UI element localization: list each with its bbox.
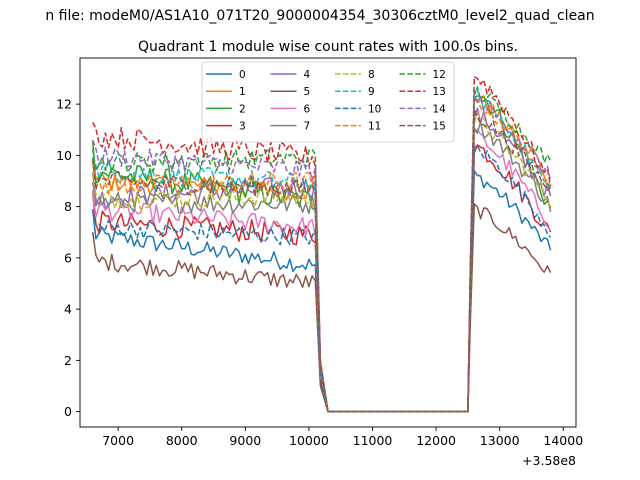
y-tick-label-12: 12 — [56, 97, 72, 112]
legend-label-2: 2 — [239, 103, 246, 115]
legend-box — [201, 61, 455, 143]
legend-label-14: 14 — [433, 103, 447, 115]
legend-label-5: 5 — [304, 86, 311, 98]
x-axis-offset-label: +3.58e8 — [522, 453, 576, 468]
series-line-14 — [91, 92, 552, 413]
chart-suptitle: n file: modeM0/AS1A10_071T20_9000004354_… — [45, 8, 594, 24]
y-tick-label-8: 8 — [64, 199, 72, 214]
series-line-6 — [91, 128, 552, 413]
series-line-0 — [91, 170, 552, 413]
x-tick-label-9000: 9000 — [229, 433, 261, 448]
axes-frame — [79, 57, 577, 428]
legend-label-11: 11 — [368, 121, 381, 133]
x-tick-label-13000: 13000 — [480, 433, 520, 448]
x-tick-label-14000: 14000 — [543, 433, 583, 448]
legend-label-4: 4 — [304, 69, 311, 81]
series-line-8 — [91, 112, 552, 413]
legend-label-12: 12 — [433, 69, 446, 81]
chart-title: Quadrant 1 module wise count rates with … — [138, 39, 518, 55]
x-tick-label-12000: 12000 — [416, 433, 456, 448]
y-tick-label-10: 10 — [56, 148, 72, 163]
series-line-13 — [92, 75, 552, 413]
legend-label-9: 9 — [368, 86, 375, 98]
series-line-4 — [91, 107, 552, 413]
series-line-3 — [91, 144, 552, 413]
series-line-12 — [91, 86, 552, 413]
y-tick-label-6: 6 — [64, 250, 72, 265]
plot-area: 7000 8000 9000 10000 11000 12000 13000 14000 0 2 4… — [56, 57, 583, 448]
legend-label-0: 0 — [239, 69, 246, 81]
series-line-15 — [91, 108, 552, 413]
legend-label-6: 6 — [304, 103, 311, 115]
legend-label-8: 8 — [368, 69, 375, 81]
x-tick-label-8000: 8000 — [166, 433, 198, 448]
y-tick-label-4: 4 — [64, 302, 72, 317]
series-line-7 — [91, 120, 552, 413]
legend-label-15: 15 — [433, 121, 446, 133]
x-tick-label-7000: 7000 — [102, 433, 134, 448]
y-tick-label-0: 0 — [64, 404, 72, 419]
series-lines — [91, 75, 552, 413]
series-line-10 — [91, 145, 552, 413]
legend-label-3: 3 — [239, 121, 246, 133]
y-tick-label-2: 2 — [64, 353, 72, 368]
legend-label-1: 1 — [239, 86, 246, 98]
legend-label-13: 13 — [433, 86, 446, 98]
x-tick-label-10000: 10000 — [289, 433, 329, 448]
x-tick-label-11000: 11000 — [353, 433, 393, 448]
legend-label-7: 7 — [304, 121, 311, 133]
series-line-5 — [91, 203, 552, 413]
legend-label-10: 10 — [368, 103, 381, 115]
